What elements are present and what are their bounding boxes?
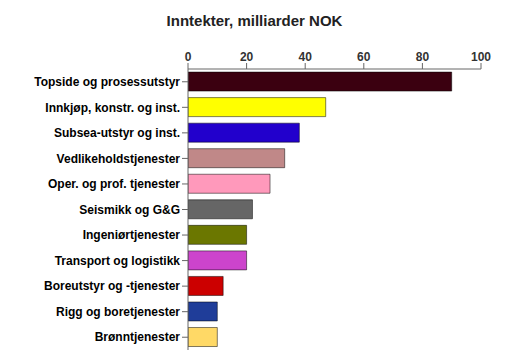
svg-text:Topside og prosessutstyr: Topside og prosessutstyr <box>34 75 180 89</box>
svg-text:Subsea-utstyr og inst.: Subsea-utstyr og inst. <box>54 126 180 140</box>
svg-text:Ingeniørtjenester: Ingeniørtjenester <box>83 228 181 242</box>
svg-text:60: 60 <box>357 50 371 64</box>
svg-text:Rigg og boretjenester: Rigg og boretjenester <box>56 305 180 319</box>
svg-text:20: 20 <box>240 50 254 64</box>
svg-text:Seismikk og G&G: Seismikk og G&G <box>79 203 180 217</box>
svg-text:Boreutstyr og -tjenester: Boreutstyr og -tjenester <box>44 279 180 293</box>
svg-text:80: 80 <box>416 50 430 64</box>
svg-text:40: 40 <box>299 50 313 64</box>
svg-text:Oper. og prof. tjenester: Oper. og prof. tjenester <box>48 177 180 191</box>
svg-text:Innkjøp, konstr. og inst.: Innkjøp, konstr. og inst. <box>45 101 180 115</box>
html-text:Inntekter, milliarder NOK: Inntekter, milliarder NOK <box>166 12 343 29</box>
svg-text:Vedlikeholdstjenester: Vedlikeholdstjenester <box>57 152 181 166</box>
svg-text:0: 0 <box>185 50 192 64</box>
svg-text:Transport og logistikk: Transport og logistikk <box>55 254 181 268</box>
svg-text:Brønntjenester: Brønntjenester <box>95 330 181 344</box>
svg-text:100: 100 <box>471 50 491 64</box>
